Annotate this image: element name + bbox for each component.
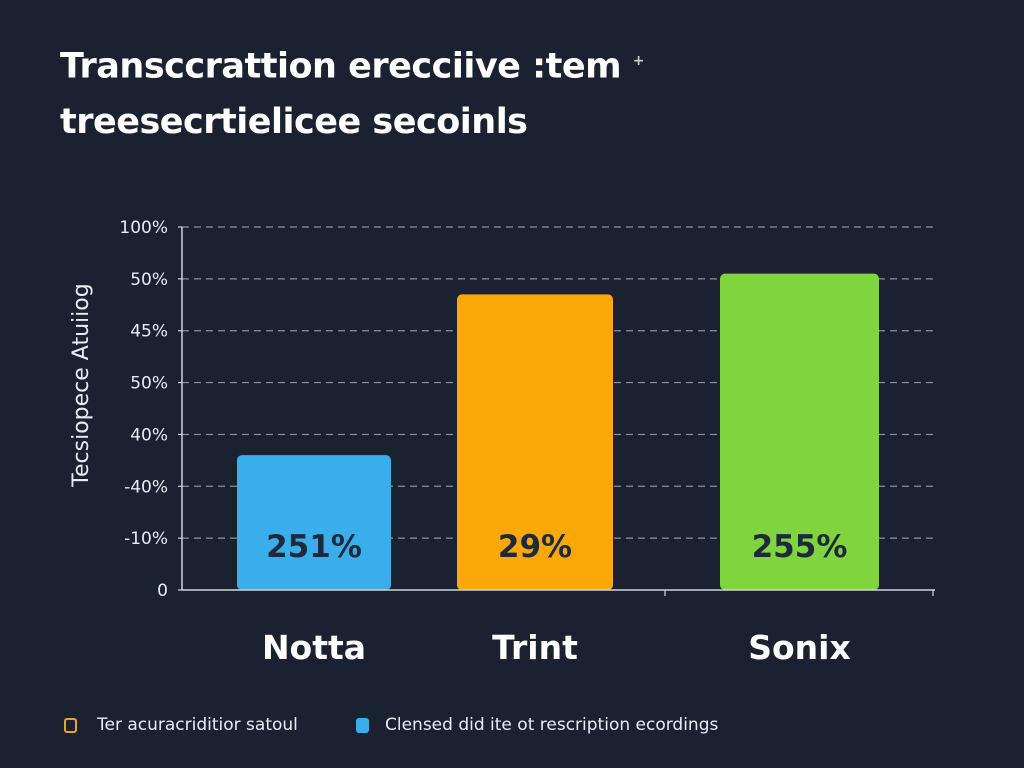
legend-item-2: Clensed did ite ot rescription ecordings [356,715,718,735]
title-line-2: treesecrtielicee secoinls [60,101,528,142]
y-axis-label: Tecsiopece Atuiiog [69,283,94,487]
data-label: 255% [752,529,848,565]
chart-title: Transccrattion erecciive :tem + treesecrt… [60,34,644,150]
y-tick-label: -40% [124,477,168,497]
legend-swatch-filled [356,717,369,733]
title-mark: + [632,53,645,69]
bar-sonix [720,273,879,590]
x-tick-label: Sonix [748,628,851,667]
bar-trint [457,294,613,590]
data-label: 29% [498,529,572,565]
legend-item-1: Ter acuracriditior satoul [64,715,298,735]
y-tick-label: 100% [119,218,168,238]
y-tick-label: 45% [130,322,168,342]
data-label: 251% [266,529,362,565]
x-tick-label: Notta [262,628,366,667]
legend-label: Ter acuracriditior satoul [97,715,298,735]
bar-notta [237,455,391,590]
y-tick-label: 50% [130,270,168,290]
x-tick-label: Trint [492,628,578,667]
y-tick-label: 40% [130,425,168,445]
y-tick-label: 0 [157,581,168,601]
y-tick-label: 50% [130,374,168,394]
y-tick-label: -10% [124,529,168,549]
legend-label: Clensed did ite ot rescription ecordings [385,715,719,735]
legend-swatch-outline [64,717,77,733]
title-line-1: Transccrattion erecciive :tem [60,46,622,87]
